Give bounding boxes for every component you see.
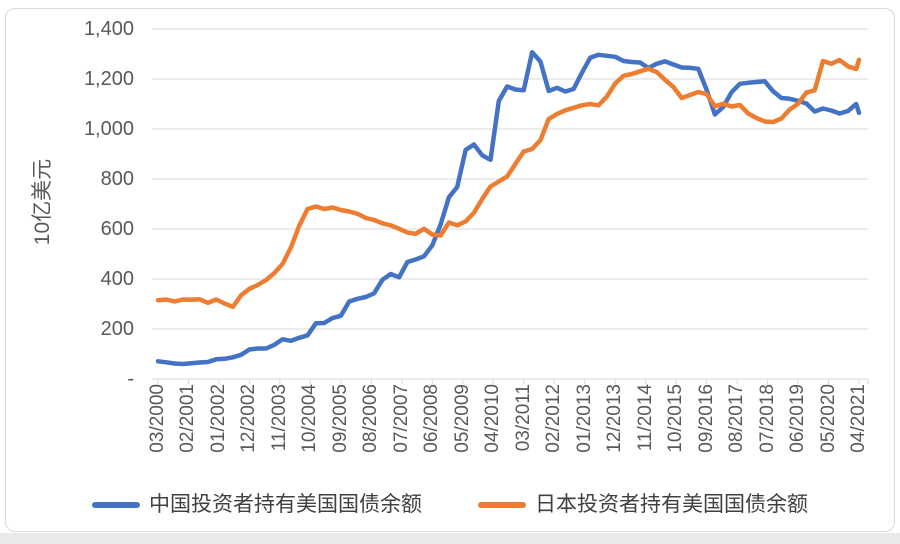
japan-series-label: 日本投资者持有美国国债余额 <box>535 493 808 516</box>
x-tick-label: 11/2014 <box>634 384 656 452</box>
x-tick-label: 09/2016 <box>695 384 717 453</box>
x-tick-label: 02/2012 <box>543 384 565 453</box>
x-tick-label: 04/2021 <box>848 384 869 453</box>
japan-series-swatch <box>478 502 526 508</box>
x-tick-label: 01/2002 <box>207 384 229 453</box>
x-tick-label: 08/2017 <box>726 384 748 453</box>
x-tick-label: 03/2011 <box>512 384 534 452</box>
x-tick-label: 09/2005 <box>329 384 351 453</box>
page-bottom-strip <box>0 533 900 544</box>
japan-series-line <box>155 57 862 310</box>
y-tick-label: 200 <box>100 318 134 340</box>
x-tick-label: 05/2020 <box>817 384 839 453</box>
chart-frame <box>5 8 895 532</box>
x-tick-label: 06/2008 <box>421 384 443 453</box>
x-tick-label: 11/2003 <box>268 384 290 452</box>
y-tick-label: - <box>127 368 134 390</box>
y-tick-label: 1,000 <box>83 118 134 140</box>
x-tick-label: 02/2001 <box>177 384 199 453</box>
china-series-line <box>155 50 862 367</box>
china-series-label: 中国投资者持有美国国债余额 <box>149 493 422 516</box>
x-tick-label: 10/2004 <box>299 384 321 453</box>
x-tick-label: 07/2007 <box>390 384 412 453</box>
x-tick-label: 04/2010 <box>482 384 504 453</box>
y-tick-label: 1,200 <box>83 68 134 90</box>
y-tick-label: 600 <box>100 218 134 240</box>
china-series-swatch <box>92 502 140 508</box>
legend-item-japan: 日本投资者持有美国国债余额 <box>478 493 808 517</box>
y-tick-label: 800 <box>100 168 134 190</box>
x-tick-label: 05/2009 <box>451 384 473 453</box>
x-tick-label: 01/2013 <box>573 384 595 453</box>
legend-item-china: 中国投资者持有美国国债余额 <box>92 493 422 517</box>
x-tick-label: 07/2018 <box>756 384 778 453</box>
x-tick-label: 12/2002 <box>238 384 260 453</box>
y-tick-label: 1,400 <box>83 18 134 40</box>
y-axis-title: 10亿美元 <box>31 158 54 246</box>
x-tick-label: 10/2015 <box>665 384 687 453</box>
x-tick-label: 03/2000 <box>147 384 168 453</box>
x-tick-label: 06/2019 <box>787 384 809 453</box>
x-tick-label: 12/2013 <box>604 384 626 453</box>
x-tick-label: 08/2006 <box>360 384 382 453</box>
y-tick-label: 400 <box>100 268 134 290</box>
legend: 中国投资者持有美国国债余额 日本投资者持有美国国债余额 <box>0 493 900 517</box>
